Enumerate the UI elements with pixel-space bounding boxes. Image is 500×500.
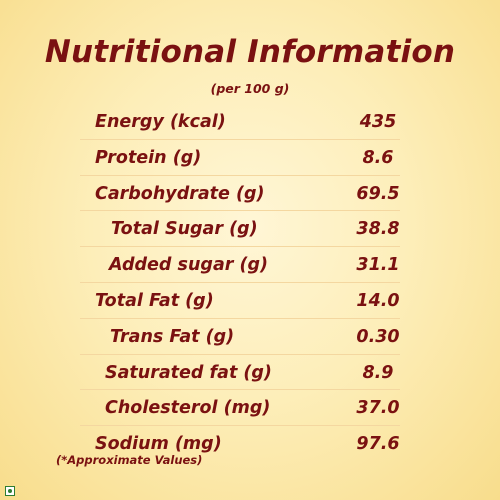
nutrient-value: 435 (359, 112, 397, 132)
nutrient-value: 37.0 (356, 398, 400, 419)
nutrition-row-total-sugar: Total Sugar (g) 38.8 (80, 211, 400, 248)
nutrition-row-protein: Protein (g) 8.6 (80, 140, 400, 176)
nutrition-row-total-fat: Total Fat (g) 14.0 (80, 283, 400, 319)
nutrient-value: 97.6 (356, 434, 400, 455)
nutrient-label: Total Fat (g) (95, 290, 214, 311)
nutrient-value: 38.8 (356, 219, 400, 240)
nutrient-label: Added sugar (g) (109, 255, 269, 276)
nutrient-value: 14.0 (356, 290, 400, 311)
nutrient-value: 8.6 (362, 147, 394, 168)
nutrition-row-added-sugar: Added sugar (g) 31.1 (80, 247, 400, 283)
nutrition-row-trans-fat: Trans Fat (g) 0.30 (80, 319, 400, 355)
approximate-values-note: (*Approximate Values) (56, 453, 203, 467)
nutrient-label: Saturated fat (g) (105, 362, 272, 383)
nutrient-value: 0.30 (356, 326, 400, 347)
nutrient-label: Sodium (mg) (95, 434, 222, 455)
nutrition-row-cholesterol: Cholesterol (mg) 37.0 (80, 390, 400, 427)
nutrition-row-saturated-fat: Saturated fat (g) 8.9 (80, 355, 400, 391)
page-subtitle: (per 100 g) (210, 81, 290, 96)
nutrition-row-sodium: Sodium (mg) 97.6 (80, 426, 400, 461)
nutrition-row-energy: Energy (kcal) 435 (80, 104, 400, 140)
nutrient-label: Trans Fat (g) (110, 326, 235, 347)
nutrient-label: Energy (kcal) (95, 112, 226, 132)
nutrient-label: Protein (g) (95, 147, 202, 168)
nutrient-value: 8.9 (362, 362, 394, 383)
veg-mark-icon (5, 486, 15, 496)
nutrient-label: Carbohydrate (g) (95, 183, 265, 204)
nutrient-label: Cholesterol (mg) (105, 398, 271, 419)
nutrient-value: 69.5 (356, 183, 400, 204)
nutrition-row-carbohydrate: Carbohydrate (g) 69.5 (80, 176, 400, 212)
nutrient-value: 31.1 (356, 255, 400, 276)
nutrition-table: Energy (kcal) 435 Protein (g) 8.6 Carboh… (80, 104, 400, 461)
page-title: Nutritional Information (44, 34, 456, 70)
nutrient-label: Total Sugar (g) (111, 219, 258, 240)
